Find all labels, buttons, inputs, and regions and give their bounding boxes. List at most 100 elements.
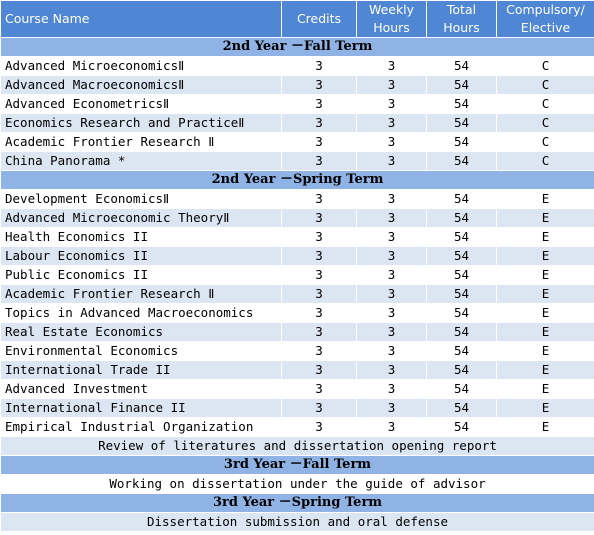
- weekly-hours-cell: 3: [356, 379, 427, 399]
- weekly-hours-cell: 3: [356, 151, 427, 171]
- weekly-hours-cell: 3: [356, 208, 427, 228]
- term-heading: 3rd Year －Spring Term: [0, 493, 594, 513]
- compulsory-elective-cell: C: [496, 151, 594, 171]
- note-text: Dissertation submission and oral defense: [0, 512, 594, 532]
- compulsory-elective-cell: E: [496, 284, 594, 304]
- course-name-cell: Academic Frontier Research Ⅱ: [0, 284, 282, 304]
- total-hours-cell: 54: [426, 189, 497, 209]
- course-name-cell: Public Economics II: [0, 265, 282, 285]
- note-row-working: Working on dissertation under the guide …: [0, 474, 594, 494]
- table-row: Health Economics II 3 3 54 E: [0, 227, 594, 247]
- table-row: Advanced Microeconomic TheoryⅡ 3 3 54 E: [0, 208, 594, 228]
- header-total-line2: Hours: [443, 20, 480, 35]
- weekly-hours-cell: 3: [356, 265, 427, 285]
- compulsory-elective-cell: E: [496, 227, 594, 247]
- course-name-cell: Topics in Advanced Macroeconomics: [0, 303, 282, 323]
- weekly-hours-cell: 3: [356, 227, 427, 247]
- table-row: Public Economics II 3 3 54 E: [0, 265, 594, 285]
- table-row: International Trade II 3 3 54 E: [0, 360, 594, 380]
- compulsory-elective-cell: C: [496, 94, 594, 114]
- course-name-cell: Economics Research and PracticeⅡ: [0, 113, 282, 133]
- compulsory-elective-cell: E: [496, 208, 594, 228]
- total-hours-cell: 54: [426, 132, 497, 152]
- total-hours-cell: 54: [426, 151, 497, 171]
- table-row: Advanced Investment 3 3 54 E: [0, 379, 594, 399]
- note-row-review: Review of literatures and dissertation o…: [0, 436, 594, 456]
- total-hours-cell: 54: [426, 208, 497, 228]
- table-row: China Panorama * 3 3 54 C: [0, 151, 594, 171]
- total-hours-cell: 54: [426, 360, 497, 380]
- course-name-cell: Development EconomicsⅡ: [0, 189, 282, 209]
- header-weekly-line2: Hours: [373, 20, 410, 35]
- weekly-hours-cell: 3: [356, 398, 427, 418]
- header-credits: Credits: [281, 0, 357, 38]
- course-name-cell: Labour Economics II: [0, 246, 282, 266]
- weekly-hours-cell: 3: [356, 322, 427, 342]
- header-total-hours: Total Hours: [426, 0, 497, 38]
- table-row: Labour Economics II 3 3 54 E: [0, 246, 594, 266]
- term-row: 2nd Year －Fall Term: [0, 37, 594, 57]
- compulsory-elective-cell: E: [496, 398, 594, 418]
- credits-cell: 3: [281, 265, 357, 285]
- weekly-hours-cell: 3: [356, 360, 427, 380]
- header-compulsory-line2: Elective: [520, 20, 571, 35]
- compulsory-elective-cell: C: [496, 113, 594, 133]
- credits-cell: 3: [281, 417, 357, 437]
- table-row: Environmental Economics 3 3 54 E: [0, 341, 594, 361]
- credits-cell: 3: [281, 322, 357, 342]
- table-body: 2nd Year －Fall Term Advanced Microeconomi…: [0, 37, 594, 532]
- term-row: 3rd Year －Spring Term: [0, 493, 594, 513]
- total-hours-cell: 54: [426, 303, 497, 323]
- total-hours-cell: 54: [426, 417, 497, 437]
- weekly-hours-cell: 3: [356, 75, 427, 95]
- weekly-hours-cell: 3: [356, 189, 427, 209]
- course-name-cell: Advanced MicroeconomicsⅡ: [0, 56, 282, 76]
- compulsory-elective-cell: C: [496, 56, 594, 76]
- table-row: Economics Research and PracticeⅡ 3 3 54 C: [0, 113, 594, 133]
- table-row: Development EconomicsⅡ 3 3 54 E: [0, 189, 594, 209]
- total-hours-cell: 54: [426, 113, 497, 133]
- total-hours-cell: 54: [426, 246, 497, 266]
- compulsory-elective-cell: E: [496, 417, 594, 437]
- course-name-cell: Real Estate Economics: [0, 322, 282, 342]
- compulsory-elective-cell: E: [496, 189, 594, 209]
- table-row: Advanced MacroeconomicsⅡ 3 3 54 C: [0, 75, 594, 95]
- credits-cell: 3: [281, 113, 357, 133]
- term-row: 2nd Year －Spring Term: [0, 170, 594, 190]
- course-name-cell: Advanced EconometricsⅡ: [0, 94, 282, 114]
- credits-cell: 3: [281, 208, 357, 228]
- term-heading: 2nd Year －Spring Term: [0, 170, 594, 190]
- weekly-hours-cell: 3: [356, 132, 427, 152]
- weekly-hours-cell: 3: [356, 417, 427, 437]
- weekly-hours-cell: 3: [356, 94, 427, 114]
- table-row: Advanced MicroeconomicsⅡ 3 3 54 C: [0, 56, 594, 76]
- credits-cell: 3: [281, 94, 357, 114]
- table-row: Real Estate Economics 3 3 54 E: [0, 322, 594, 342]
- credits-cell: 3: [281, 398, 357, 418]
- total-hours-cell: 54: [426, 227, 497, 247]
- credits-cell: 3: [281, 189, 357, 209]
- credits-cell: 3: [281, 303, 357, 323]
- header-compulsory-elective: Compulsory/Elective: [496, 0, 594, 38]
- total-hours-cell: 54: [426, 75, 497, 95]
- table-row: Topics in Advanced Macroeconomics 3 3 54 E: [0, 303, 594, 323]
- weekly-hours-cell: 3: [356, 113, 427, 133]
- credits-cell: 3: [281, 341, 357, 361]
- credits-cell: 3: [281, 227, 357, 247]
- credits-cell: 3: [281, 75, 357, 95]
- course-name-cell: Advanced Investment: [0, 379, 282, 399]
- compulsory-elective-cell: E: [496, 360, 594, 380]
- weekly-hours-cell: 3: [356, 284, 427, 304]
- course-name-cell: Academic Frontier Research Ⅱ: [0, 132, 282, 152]
- compulsory-elective-cell: C: [496, 75, 594, 95]
- term-heading: 2nd Year －Fall Term: [0, 37, 594, 57]
- term-heading: 3rd Year －Fall Term: [0, 455, 594, 475]
- term-row: 3rd Year －Fall Term: [0, 455, 594, 475]
- credits-cell: 3: [281, 246, 357, 266]
- total-hours-cell: 54: [426, 94, 497, 114]
- credits-cell: 3: [281, 284, 357, 304]
- compulsory-elective-cell: E: [496, 303, 594, 323]
- course-name-cell: Advanced MacroeconomicsⅡ: [0, 75, 282, 95]
- total-hours-cell: 54: [426, 398, 497, 418]
